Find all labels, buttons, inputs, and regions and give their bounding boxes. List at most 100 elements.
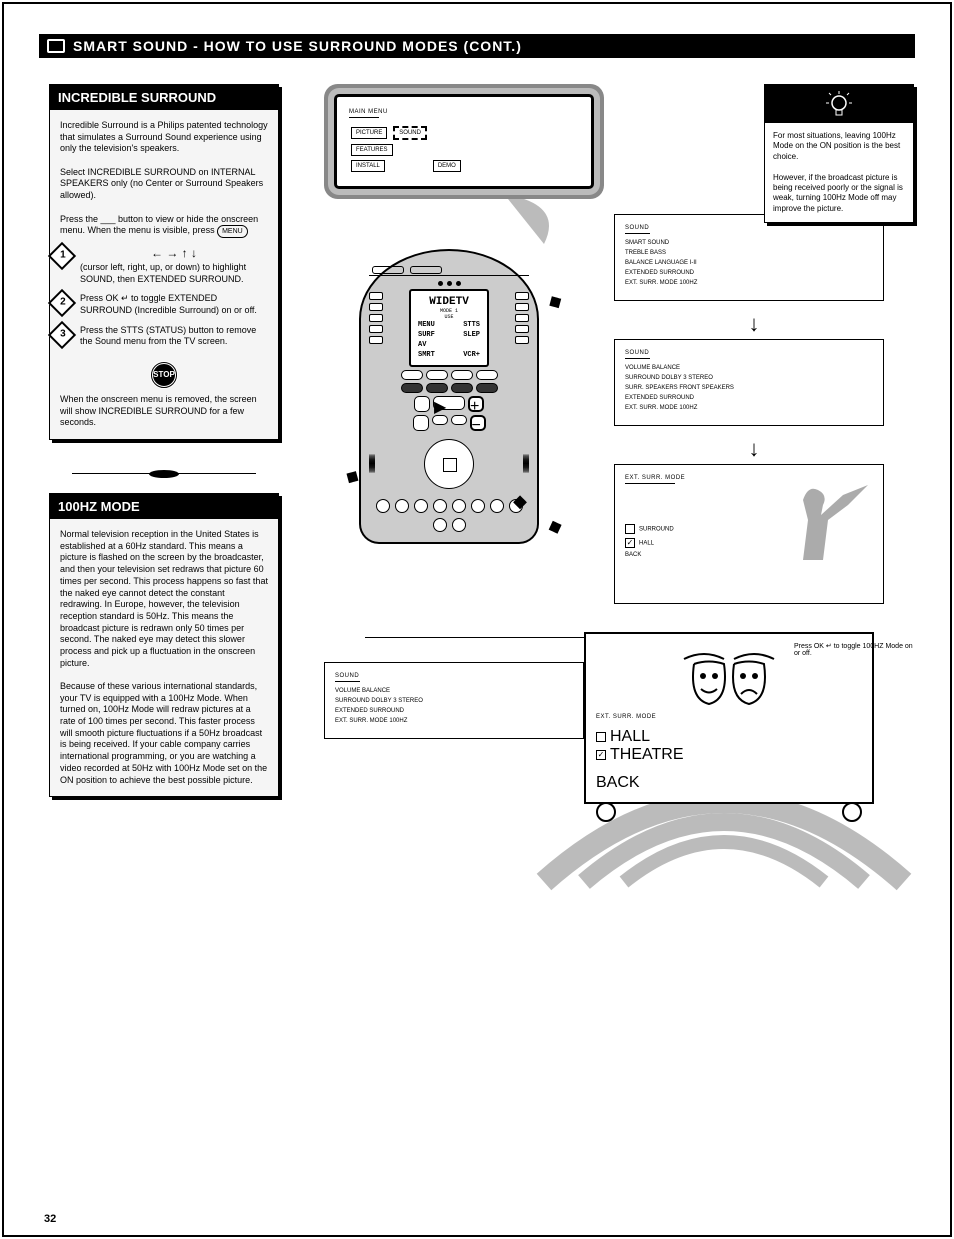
checkbox-unchecked [596, 732, 606, 742]
panel2-body1: Normal television reception in the Unite… [60, 529, 268, 669]
hall-option: HALL [610, 728, 650, 745]
panel2-title: 100HZ MODE [50, 494, 278, 519]
sound-menu-1: SOUND SMART SOUND TREBLE BASS BALANCE LA… [614, 214, 884, 301]
panel1-title: INCREDIBLE SURROUND [50, 85, 278, 110]
stop-row: STOP [60, 356, 268, 394]
step-3: 3 Press the STTS (STATUS) button to remo… [60, 325, 268, 348]
hand-icon: ◆ [544, 289, 566, 314]
arrow-down-icon: ↓ [614, 436, 894, 462]
panel1-intro2: Select INCREDIBLE SURROUND on INTERNAL S… [60, 167, 268, 202]
checkbox-unchecked [625, 524, 635, 534]
bass-btn: BASS [650, 250, 666, 256]
balance-btn: BALANCE [362, 688, 390, 694]
lcd-smrt: SMRT [418, 351, 435, 359]
cart-wheel-left [596, 802, 616, 827]
treble-btn: TREBLE [625, 250, 648, 256]
arc-connector-icon [304, 189, 594, 249]
back-btn: BACK [625, 552, 641, 558]
balance-btn: BALANCE [625, 260, 653, 266]
panel1-instruction: Press the ___ button to view or hide the… [60, 214, 268, 239]
panel1-body: Incredible Surround is a Philips patente… [50, 110, 278, 439]
step-2: 2 Press OK ↵ to toggle EXTENDED SURROUND… [60, 293, 268, 316]
volume-btn: VOLUME [625, 365, 650, 371]
hand-icon: ◆ [513, 491, 527, 512]
surround-btn: SURROUND [335, 698, 370, 704]
tip-body: For most situations, leaving 100Hz Mode … [765, 123, 913, 222]
remote-top-dots [369, 281, 529, 286]
step-3-num: 3 [48, 320, 76, 348]
main-menu-title: MAIN MENU [349, 109, 579, 115]
hundhz-btn: 100HZ [679, 405, 697, 411]
extmode-btn: EXT. SURR. MODE [335, 718, 388, 724]
back-btn: BACK [596, 774, 640, 791]
sound2-title: SOUND [625, 350, 873, 356]
extsurr-btn: EXTENDED SURROUND [625, 395, 694, 401]
divider-left [49, 470, 279, 478]
side-btn [515, 292, 529, 300]
header-title: SMART SOUND - HOW TO USE SURROUND MODES … [73, 38, 522, 54]
hand-icon: ◆ [545, 514, 565, 538]
remote-cursor-area [369, 434, 529, 494]
panel1-intro: Incredible Surround is a Philips patente… [60, 120, 268, 155]
theatre-mode-panel: EXT. SURR. MODE HALL ✓ THEATRE BACK [584, 632, 874, 804]
install-btn: INSTALL [351, 160, 385, 172]
theatre-option: THEATRE [610, 746, 683, 763]
hall-mode-panel: EXT. SURR. MODE SURROUND ✓HALL BACK [614, 464, 884, 604]
step-3-text: Press the STTS (STATUS) button to remove… [80, 325, 268, 348]
tip-body2: However, if the broadcast picture is bei… [773, 173, 905, 215]
demo-btn: DEMO [433, 160, 461, 172]
remote-left-round [369, 455, 375, 473]
hundhz-caption: Press OK ↵ to toggle 100HZ Mode on or of… [794, 642, 914, 657]
extsurr-btn: EXTENDED SURROUND [625, 270, 694, 276]
cart-wheel-right [842, 802, 862, 827]
smart-tip-card: For most situations, leaving 100Hz Mode … [764, 84, 914, 223]
lcd-stts: STTS [463, 321, 480, 329]
surround-option: SURROUND [639, 527, 674, 533]
stop-icon: STOP [150, 361, 178, 389]
theatre-title: EXT. SURR. MODE [596, 714, 862, 720]
left-column: INCREDIBLE SURROUND Incredible Surround … [49, 84, 279, 827]
extmode-btn: EXT. SURR. MODE [625, 280, 678, 286]
side-btn [369, 336, 383, 344]
side-btn [369, 292, 383, 300]
tip-header [765, 85, 913, 123]
remote-right-buttons [515, 289, 529, 347]
side-btn [515, 336, 529, 344]
sound3-title: SOUND [335, 673, 573, 679]
side-btn [369, 325, 383, 333]
surrspk-btn: SURR. SPEAKERS [625, 385, 678, 391]
hall-option: HALL [639, 541, 654, 547]
sound-menu-2: SOUND VOLUME BALANCE SURROUND DOLBY 3 ST… [614, 339, 884, 426]
side-btn [369, 314, 383, 322]
checkbox-checked: ✓ [596, 750, 606, 760]
tv-main-menu: MAIN MENU PICTURE SOUND FEATURES INSTALL… [334, 94, 594, 189]
cursor-arrows: ← → ↑ ↓ [80, 246, 268, 262]
side-btn [515, 303, 529, 311]
frontspk-btn: FRONT SPEAKERS [679, 385, 734, 391]
dolby3-btn: DOLBY 3 STEREO [661, 375, 713, 381]
lcd-menu: MENU [418, 321, 435, 329]
lcd-vcr: VCR+ [463, 351, 480, 359]
bottom-figure: SOUND VOLUME BALANCE SURROUND DOLBY 3 ST… [304, 662, 914, 739]
surround-btn: SURROUND [625, 375, 660, 381]
remote-row-a [369, 370, 529, 380]
volume-btn: VOLUME [335, 688, 360, 694]
remote-cursor-pad [424, 439, 474, 489]
remote-row-b [369, 383, 529, 393]
tip-body1: For most situations, leaving 100Hz Mode … [773, 131, 905, 162]
step-1-text: (cursor left, right, up, or down) to hig… [80, 262, 268, 285]
step-2-text: Press OK ↵ to toggle EXTENDED SURROUND (… [80, 293, 268, 316]
panel2-body: Normal television reception in the Unite… [50, 519, 278, 796]
lcd-surf: SURF [418, 331, 435, 339]
side-btn [515, 314, 529, 322]
page-header: SMART SOUND - HOW TO USE SURROUND MODES … [39, 34, 915, 58]
smartsound-btn: SMART SOUND [625, 240, 669, 246]
extsurr-btn: EXTENDED SURROUND [335, 708, 404, 714]
hundhz-btn: 100HZ [389, 718, 407, 724]
hand-icon: ◆ [342, 464, 364, 489]
sound1-title: SOUND [625, 225, 873, 231]
checkbox-checked: ✓ [625, 538, 635, 548]
picture-btn: PICTURE [351, 127, 387, 139]
menu-button-label: MENU [217, 225, 248, 238]
remote-control: WIDETV MODE 1 USE MENUSTTS SURFSLEP AV S… [359, 249, 539, 544]
